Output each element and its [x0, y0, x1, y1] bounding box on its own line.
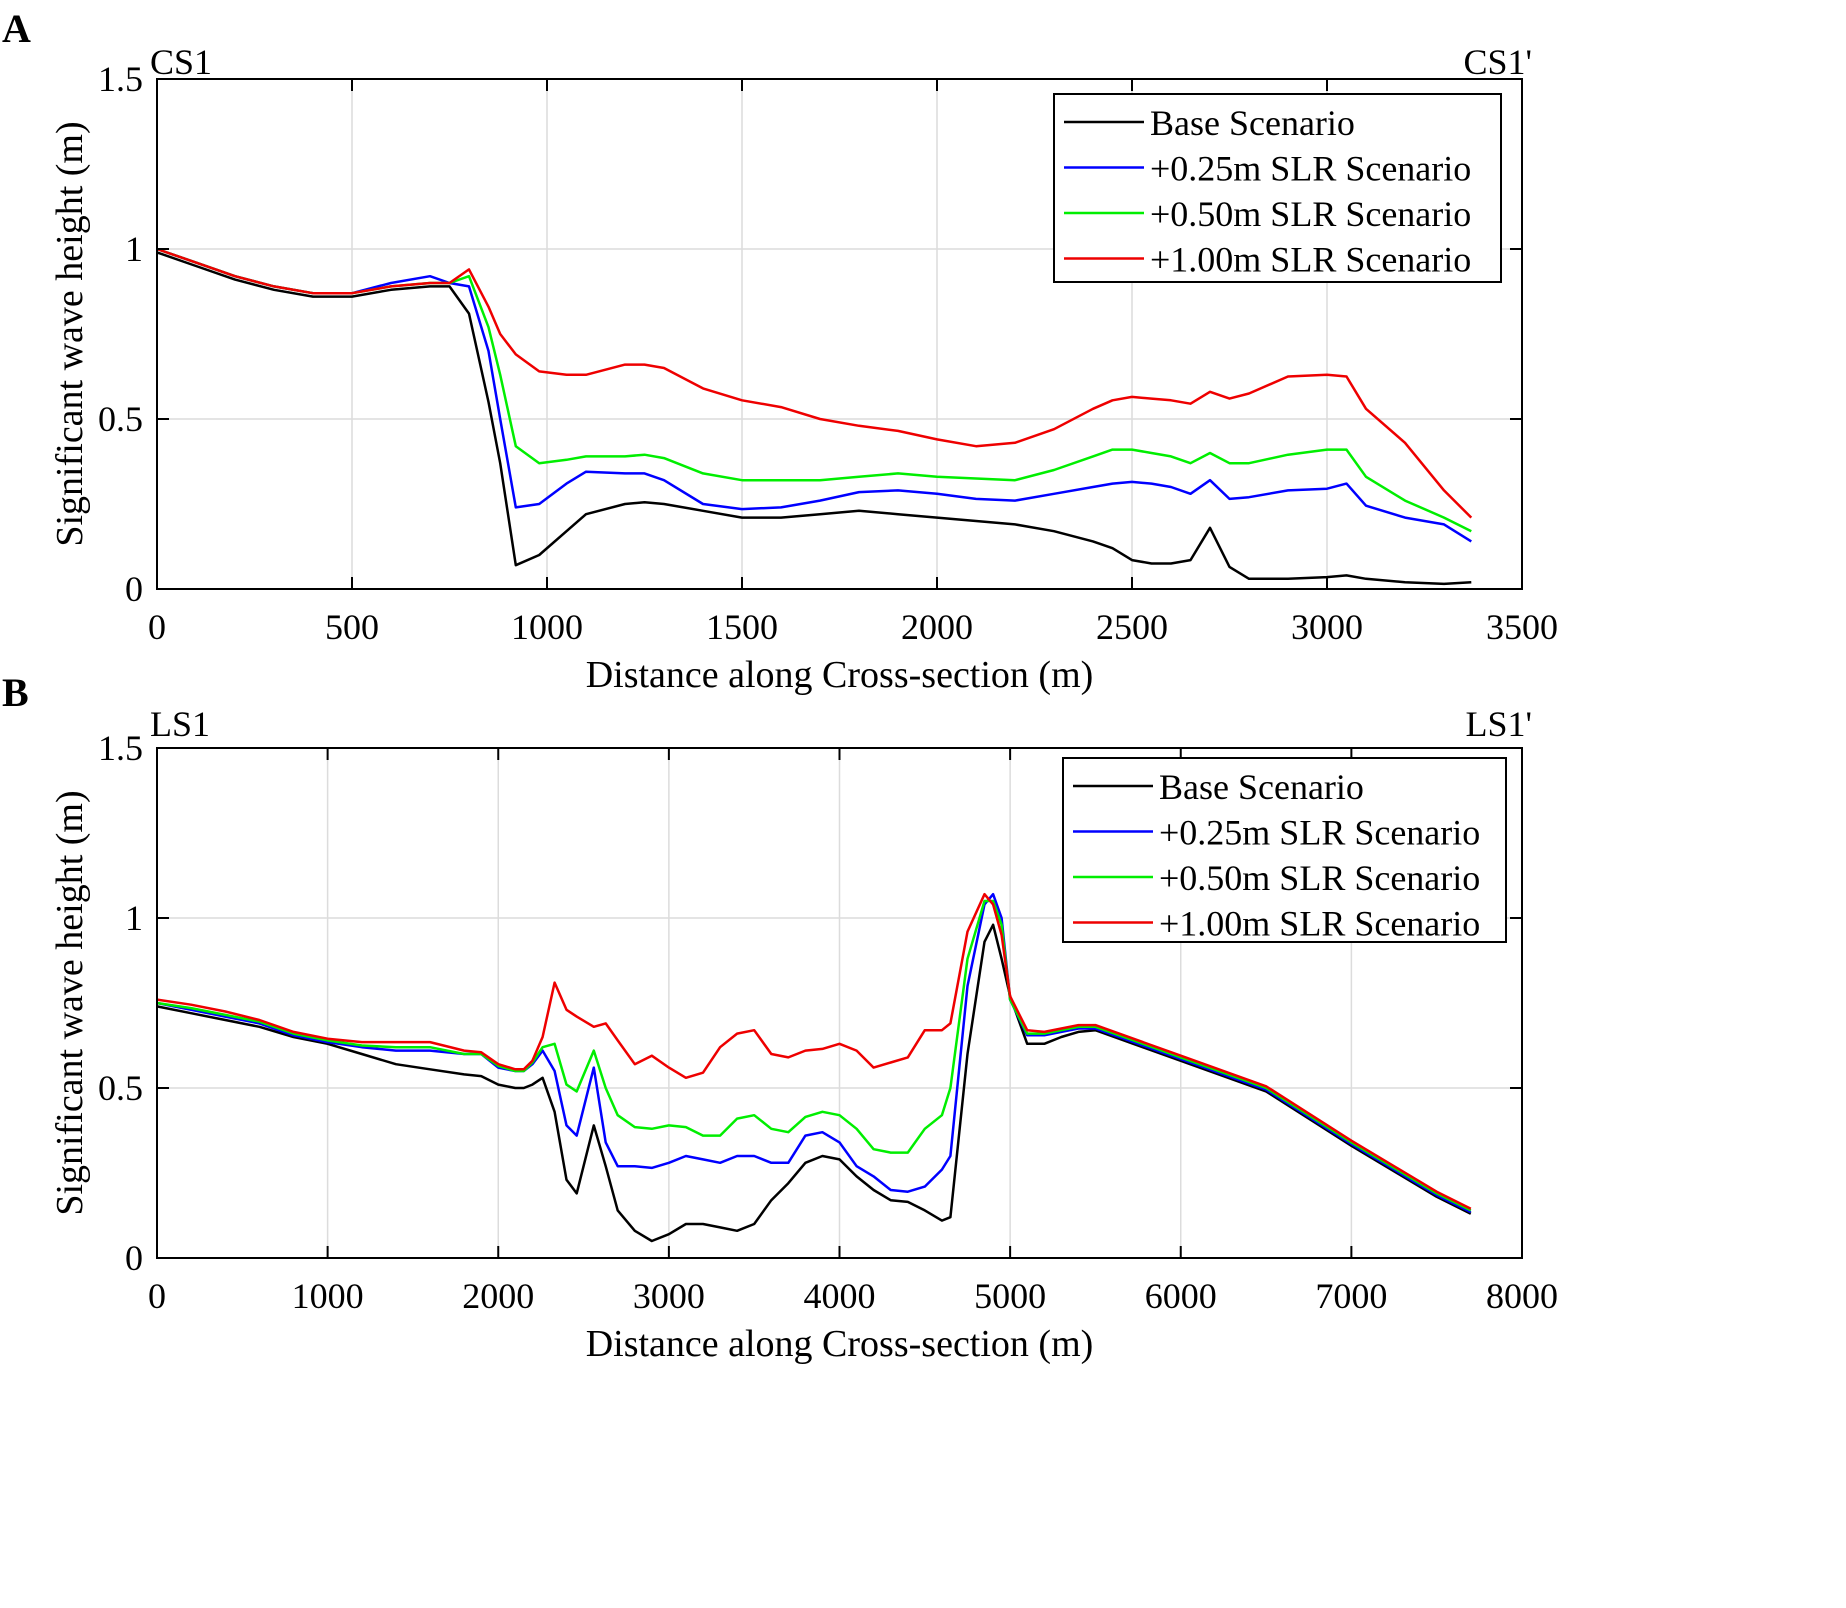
panel-b-legend-label: +0.50m SLR Scenario: [1159, 858, 1480, 898]
panel-a-x-tick-label: 3000: [1291, 607, 1363, 647]
panel-b-x-tick-label: 6000: [1145, 1276, 1217, 1316]
panel-b-y-tick-label: 1.5: [98, 728, 143, 768]
panel-a-legend-box: [1053, 93, 1502, 283]
panel-a-left-label: CS1: [150, 42, 212, 82]
panel-b-left-label: LS1: [150, 704, 210, 744]
panel-b-series-line-3: [156, 892, 1472, 1210]
panel-b-y-tick-label: 0.5: [98, 1068, 143, 1108]
panel-a-x-tick-label: 500: [325, 607, 379, 647]
panel-a-legend-label: +0.50m SLR Scenario: [1150, 194, 1471, 234]
panel-a-legend-label: +1.00m SLR Scenario: [1150, 240, 1471, 280]
panel-a-series: [156, 247, 1473, 586]
panel-a-x-tick-label: 3500: [1486, 607, 1558, 647]
panel-b-y-axis-label: Significant wave height (m): [49, 790, 91, 1215]
panel-a: A CS1 CS1' 0 500 1000 1500 2000 2500 3000 35000…: [2, 6, 1558, 696]
panel-b-x-tick-label: 2000: [462, 1276, 534, 1316]
panel-b-legend-label: +0.25m SLR Scenario: [1159, 813, 1480, 853]
panel-b-x-tick-label: 8000: [1486, 1276, 1558, 1316]
panel-a-right-label: CS1': [1463, 42, 1532, 82]
panel-b-x-axis-label: Distance along Cross-section (m): [586, 1323, 1094, 1365]
panel-b-legend: Base Scenario +0.25m SLR Scenario +0.50m S…: [1062, 757, 1507, 944]
panel-a-legend: Base Scenario +0.25m SLR Scenario +0.50m S…: [1053, 93, 1502, 283]
panel-b-ticks: 0 1000 2000 3000 4000 5000 6000 7000 8000 0 0.5 1 1.…: [98, 728, 1558, 1316]
panel-b-x-tick-label: 0: [148, 1276, 166, 1316]
panel-a-legend-label: Base Scenario: [1150, 103, 1355, 143]
panel-a-ticks: 0 500 1000 1500 2000 2500 3000 3500 0 0.5 1 1.5: [98, 59, 1558, 647]
panel-b-x-tick-label: 3000: [633, 1276, 705, 1316]
panel-a-axes-frame: [156, 78, 1523, 590]
panel-b-y-tick-label: 0: [125, 1238, 143, 1278]
panel-a-y-axis-label: Significant wave height (m): [49, 121, 91, 546]
panel-b-x-tick-label: 7000: [1315, 1276, 1387, 1316]
panel-b-x-tick-label: 1000: [292, 1276, 364, 1316]
panel-a-legend-label: +0.25m SLR Scenario: [1150, 149, 1471, 189]
panel-a-x-tick-label: 1000: [511, 607, 583, 647]
panel-b-x-tick-label: 5000: [974, 1276, 1046, 1316]
panel-b-series-line-0: [156, 923, 1472, 1243]
panel-a-x-tick-label: 2500: [1096, 607, 1168, 647]
panel-b-legend-label: +1.00m SLR Scenario: [1159, 904, 1480, 944]
panel-a-x-tick-label: 1500: [706, 607, 778, 647]
panel-a-y-tick-label: 0: [125, 569, 143, 609]
panel-a-series-line-1: [156, 247, 1472, 543]
panel-a-x-tick-label: 0: [148, 607, 166, 647]
panel-a-y-tick-label: 1.5: [98, 59, 143, 99]
panel-b: B LS1 LS1' 0 1000 2000 3000 4000 5000 6000 7000…: [2, 670, 1558, 1365]
panel-b-legend-label: Base Scenario: [1159, 767, 1364, 807]
panel-b-series: [156, 892, 1472, 1243]
panel-a-x-tick-label: 2000: [901, 607, 973, 647]
panel-b-series-line-2: [156, 899, 1472, 1212]
panel-b-x-tick-label: 4000: [804, 1276, 876, 1316]
panel-a-series-line-0: [156, 251, 1472, 586]
panel-a-y-tick-label: 0.5: [98, 399, 143, 439]
panel-b-right-label: LS1': [1466, 704, 1533, 744]
panel-a-letter: A: [2, 6, 31, 51]
panel-a-y-tick-label: 1: [125, 229, 143, 269]
panel-b-legend-box: [1062, 757, 1507, 943]
panel-a-series-line-3: [156, 247, 1473, 519]
panel-b-letter: B: [2, 670, 29, 715]
panel-a-x-axis-label: Distance along Cross-section (m): [586, 654, 1094, 696]
panel-b-y-tick-label: 1: [125, 898, 143, 938]
